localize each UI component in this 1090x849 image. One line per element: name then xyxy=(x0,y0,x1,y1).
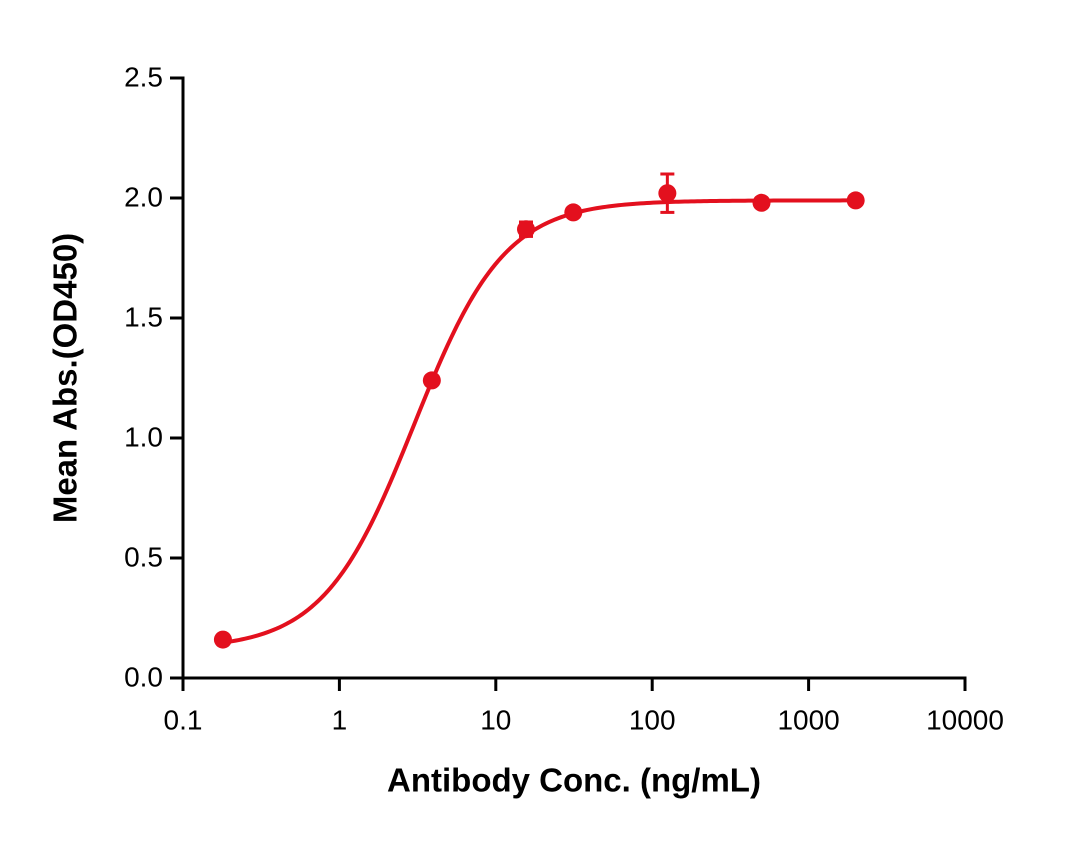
x-tick-label: 10000 xyxy=(926,704,1004,735)
y-axis-title: Mean Abs.(OD450) xyxy=(47,233,84,523)
data-point xyxy=(564,203,583,222)
x-tick-label: 10 xyxy=(480,704,511,735)
x-axis-title: Antibody Conc. (ng/mL) xyxy=(387,762,761,799)
data-point xyxy=(846,191,865,210)
y-tick-label: 0.0 xyxy=(124,661,163,692)
x-tick-label: 100 xyxy=(629,704,676,735)
fit-curve xyxy=(222,198,856,645)
data-point xyxy=(517,220,536,239)
x-tick-label: 1 xyxy=(332,704,348,735)
data-point xyxy=(752,193,771,212)
y-tick-label: 1.5 xyxy=(124,301,163,332)
data-point xyxy=(422,371,441,390)
data-point xyxy=(213,630,232,649)
y-tick-label: 0.5 xyxy=(124,541,163,572)
x-tick-label: 1000 xyxy=(777,704,839,735)
data-point xyxy=(658,184,677,203)
y-tick-label: 2.5 xyxy=(124,61,163,92)
y-tick-label: 1.0 xyxy=(124,421,163,452)
y-tick-label: 2.0 xyxy=(124,181,163,212)
x-tick-label: 0.1 xyxy=(164,704,203,735)
